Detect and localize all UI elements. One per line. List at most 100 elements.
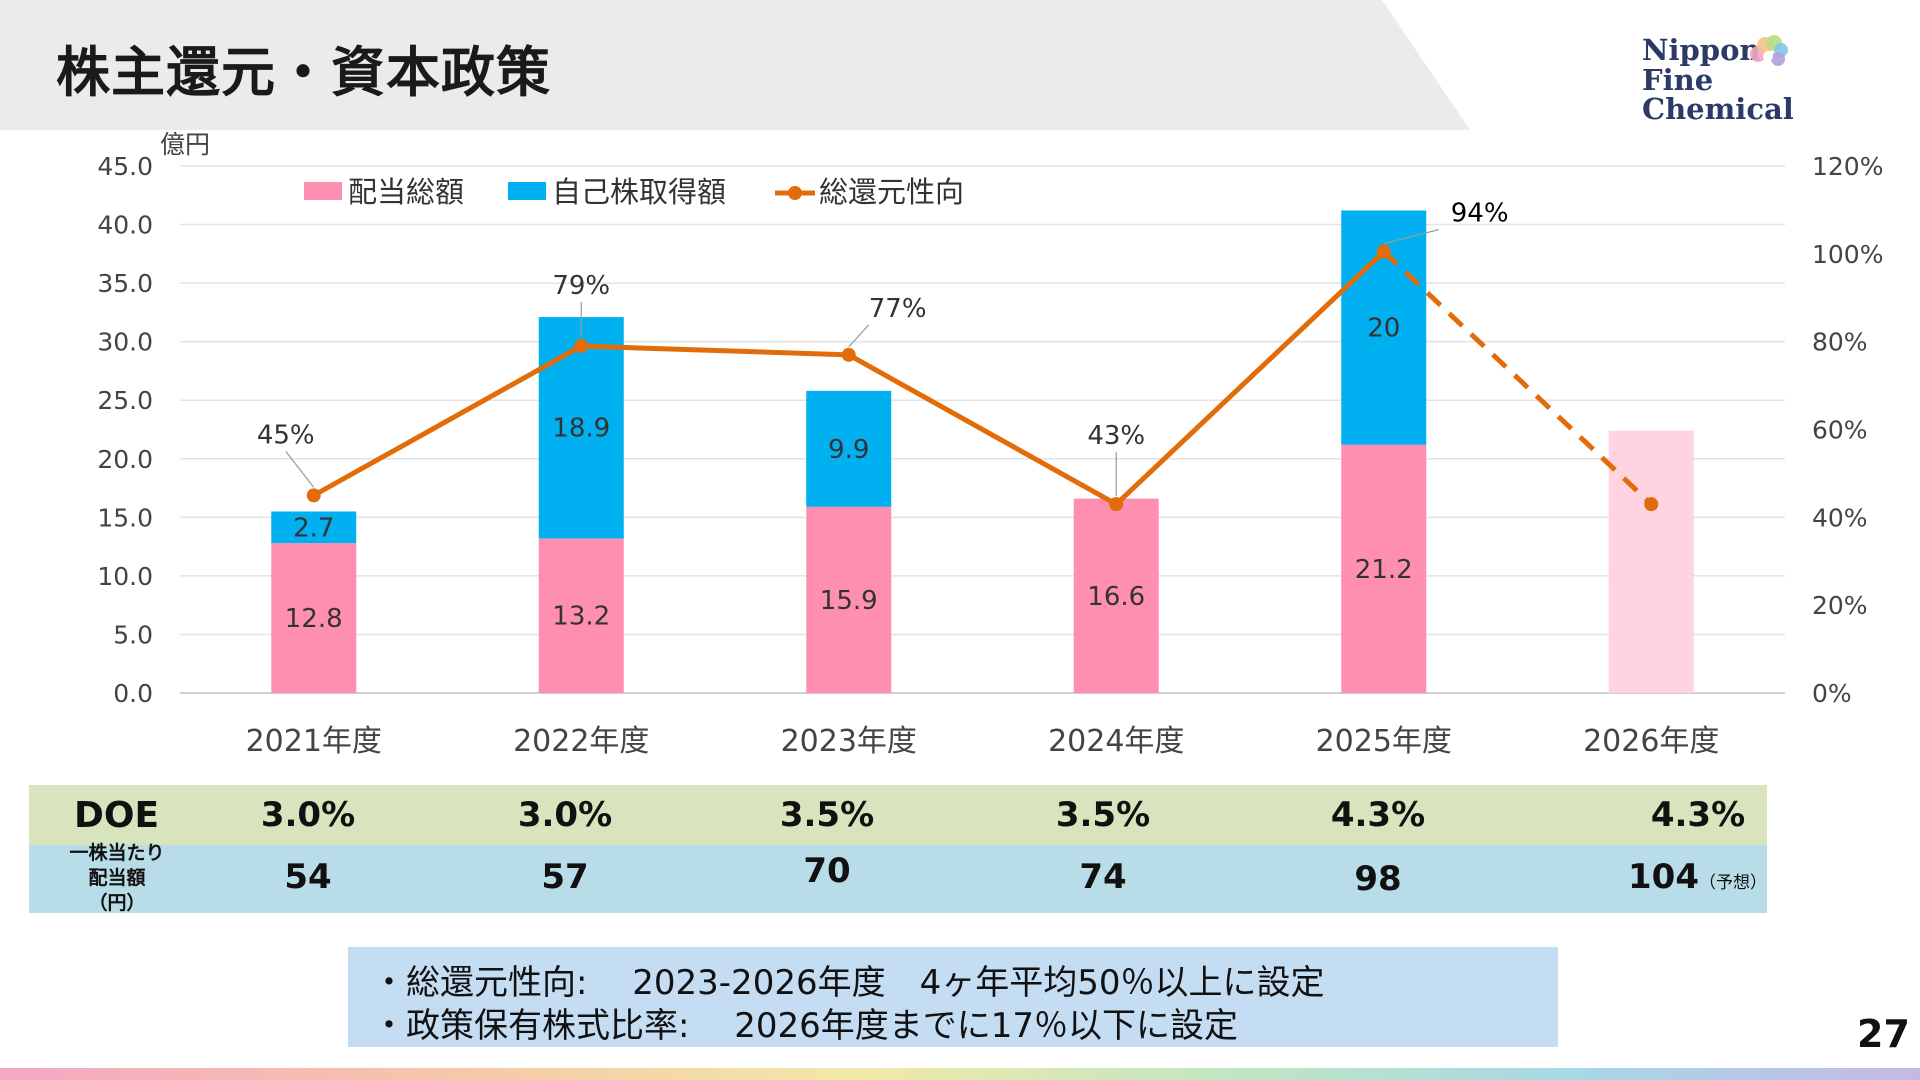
buyback-bar (271, 511, 357, 544)
buyback-value-label: 18.9 (552, 414, 610, 444)
payout-ratio-point (841, 347, 856, 362)
dividend-value-label: 21.2 (1355, 555, 1413, 585)
payout-ratio-forecast-line (1382, 249, 1653, 506)
y-right-tick-label: 120% (1812, 152, 1883, 181)
payout-ratio-point (574, 339, 589, 354)
x-axis-label: 2025年度 (1316, 724, 1452, 759)
y-right-tick-label: 20% (1812, 591, 1868, 620)
buyback-value-label: 2.7 (293, 513, 334, 543)
doe-value: 3.5% (779, 795, 875, 835)
dps-label-line-2: 配当額 (88, 867, 146, 889)
x-axis-label: 2023年度 (781, 724, 917, 759)
footer-gradient-bar (0, 1068, 1920, 1080)
y-left-tick-label: 15.0 (97, 503, 153, 532)
payout-ratio-label: 94% (1451, 199, 1509, 229)
y-left-tick-label: 45.0 (97, 152, 153, 181)
dividend-value-label: 16.6 (1087, 582, 1145, 612)
payout-ratio-point (306, 488, 321, 503)
x-axis-label: 2021年度 (246, 724, 382, 759)
company-logo: Nippon Fine Chemical (1640, 32, 1870, 124)
doe-value: 4.3% (1330, 795, 1426, 835)
payout-ratio-label: 77% (869, 294, 927, 324)
dividend-bar (1608, 430, 1694, 693)
dps-value-forecast: 104 (1628, 857, 1699, 897)
flower-icon (1750, 35, 1788, 66)
buyback-bar (806, 390, 892, 507)
payout-ratio-label: 43% (1087, 421, 1145, 451)
payout-ratio-label: 79% (552, 271, 610, 301)
payout-ratio-series (306, 244, 1659, 512)
doe-value: 4.3% (1650, 795, 1746, 835)
y-axis-unit-label: 億円 (160, 130, 210, 159)
doe-value: 3.5% (1055, 795, 1151, 835)
chart-legend: 配当総額 自己株取得額 総還元性向 (304, 175, 964, 209)
y-axis-left: 0.0 5.0 10.0 15.0 20.0 25.0 30.0 35.0 40.0 45.0 (97, 152, 153, 708)
bar-series (271, 210, 1694, 693)
payout-leader-line (1383, 229, 1439, 245)
y-left-tick-label: 40.0 (97, 211, 153, 240)
payout-leader-line (285, 451, 315, 488)
y-axis-right: 0% 20% 40% 60% 80% 100% 120% (1812, 152, 1883, 708)
y-left-tick-label: 30.0 (97, 328, 153, 357)
dps-value: 70 (803, 851, 851, 891)
dividend-bar (538, 538, 624, 693)
y-right-tick-label: 40% (1812, 503, 1868, 532)
dps-label-line-3: （円） (88, 892, 146, 914)
payout-ratio-label: 45% (257, 420, 315, 450)
note-cross-shareholdings: ・政策保有株式比率: 2026年度までに17％以下に設定 (372, 1006, 1239, 1046)
dividend-bar (806, 506, 892, 693)
shareholder-return-chart: 0.0 5.0 10.0 15.0 20.0 25.0 30.0 35.0 40.0 45.0 0… (97, 130, 1883, 759)
dps-value: 74 (1079, 857, 1127, 897)
legend-swatch (304, 182, 342, 200)
y-right-tick-label: 80% (1812, 328, 1868, 357)
y-left-tick-label: 0.0 (113, 679, 153, 708)
forecast-note: （予想） (1698, 873, 1767, 893)
doe-label: DOE (73, 795, 160, 836)
logo-line-1: Nippon (1642, 33, 1761, 67)
legend-label: 配当総額 (348, 175, 464, 209)
dividend-bar (1073, 498, 1159, 693)
payout-leader-line (848, 324, 870, 348)
dividend-bar (1341, 444, 1427, 693)
page-title: 株主還元・資本政策 (56, 41, 551, 104)
x-axis-labels: 2021年度 2022年度 2023年度 2024年度 2025年度 2026年度 (246, 724, 1720, 759)
logo-line-2: Fine Chemical (1642, 63, 1794, 126)
x-axis-label: 2024年度 (1048, 724, 1184, 759)
buyback-value-label: 9.9 (828, 435, 869, 465)
payout-ratio-point (1109, 497, 1124, 512)
dividend-value-label: 12.8 (285, 604, 343, 634)
dps-value: 104（予想） (1628, 857, 1778, 897)
y-left-tick-label: 10.0 (97, 562, 153, 591)
note-total-payout: ・総還元性向: 2023-2026年度 4ヶ年平均50％以上に設定 (372, 963, 1325, 1003)
policy-notes: ・総還元性向: 2023-2026年度 4ヶ年平均50％以上に設定 ・政策保有株… (348, 947, 1558, 1047)
y-left-tick-label: 5.0 (113, 620, 153, 649)
dps-row: 一株当たり 配当額 （円） 54 57 70 74 98 104（予想） (29, 842, 1767, 914)
x-axis-label: 2022年度 (513, 724, 649, 759)
dps-value: 98 (1354, 859, 1402, 899)
dividend-value-label: 15.9 (820, 586, 878, 616)
buyback-value-label: 20 (1367, 314, 1400, 344)
legend-label: 総還元性向 (819, 175, 964, 209)
page-number: 27 (1857, 1012, 1910, 1056)
dps-value: 57 (541, 857, 589, 897)
legend-label: 自己株取得額 (552, 175, 726, 209)
dps-value: 54 (284, 857, 332, 897)
y-left-tick-label: 25.0 (97, 386, 153, 415)
y-right-tick-label: 60% (1812, 416, 1868, 445)
dividend-bar (271, 543, 357, 693)
doe-value: 3.0% (260, 795, 356, 835)
x-axis-label: 2026年度 (1583, 724, 1719, 759)
dividend-value-label: 13.2 (552, 602, 610, 632)
header-band (0, 0, 1470, 130)
doe-row: DOE 3.0% 3.0% 3.5% 3.5% 4.3% 4.3% (29, 785, 1767, 845)
dps-label: 一株当たり 配当額 （円） (57, 841, 177, 916)
y-right-tick-label: 0% (1812, 679, 1852, 708)
buyback-bar (538, 317, 624, 539)
legend-marker (788, 186, 802, 200)
legend-swatch (508, 182, 546, 200)
grid-lines (180, 165, 1785, 694)
data-labels: 12.8 2.7 13.2 18.9 15.9 9.9 16.6 21.2 20 45% 79% 77… (257, 199, 1509, 634)
payout-ratio-point (1376, 244, 1391, 259)
dps-label-line-1: 一株当たり (69, 842, 165, 864)
y-left-tick-label: 20.0 (97, 445, 153, 474)
